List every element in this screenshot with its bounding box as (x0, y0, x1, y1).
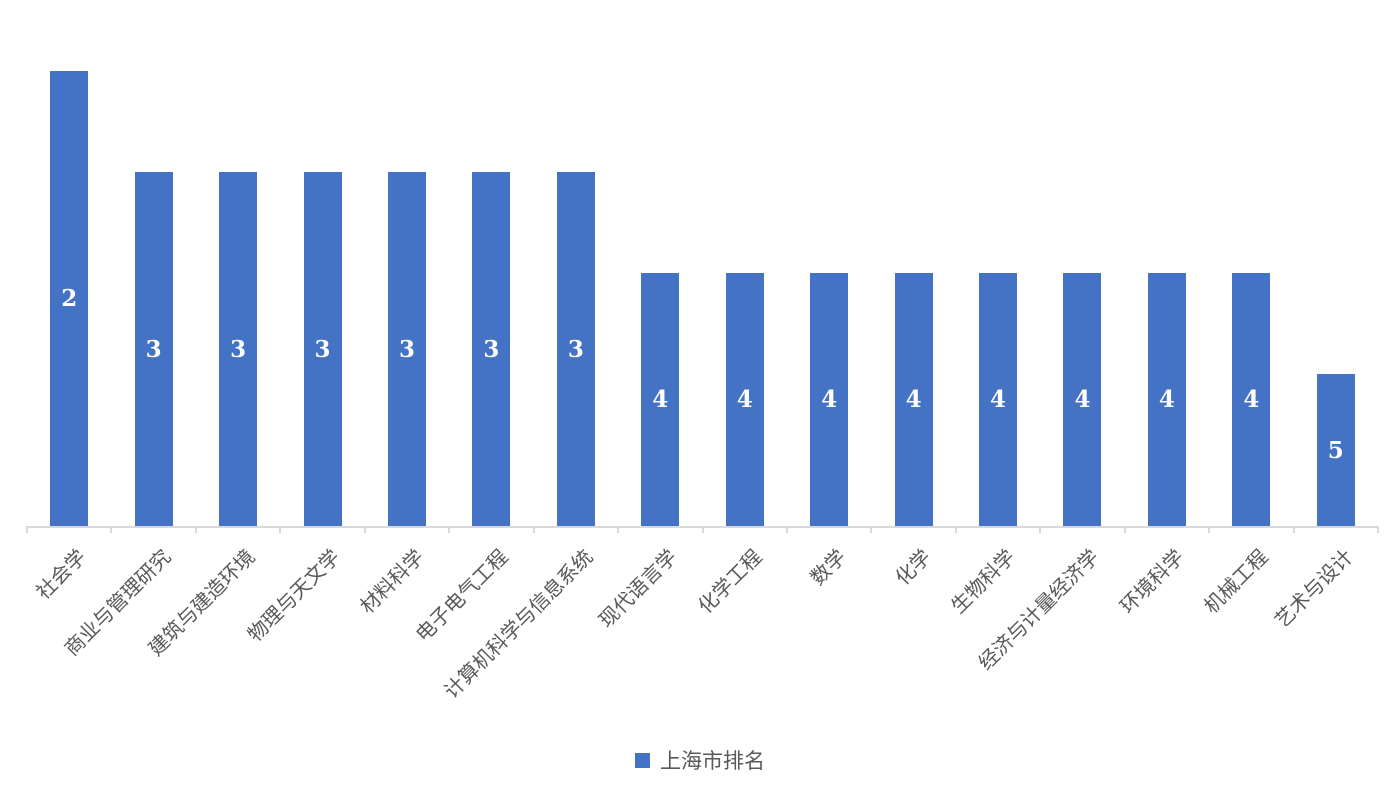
bar-value-label: 3 (567, 335, 584, 363)
category-label: 化学 (891, 546, 936, 590)
bar: 3 (387, 172, 426, 526)
axis-tick (194, 526, 197, 533)
bar: 3 (472, 172, 511, 526)
bar-value-label: 4 (905, 386, 922, 413)
axis-tick (1039, 526, 1042, 533)
bar-value-label: 4 (652, 386, 669, 413)
bar-value-label: 3 (398, 335, 415, 363)
category-label: 生物科学 (947, 546, 1020, 619)
bar: 3 (303, 172, 342, 526)
bar: 4 (1147, 273, 1186, 526)
axis-tick (448, 526, 451, 533)
bar: 4 (894, 273, 933, 526)
legend-label: 上海市排名 (660, 750, 765, 773)
legend-marker-icon (635, 752, 650, 768)
axis-tick (1123, 526, 1126, 533)
bar-value-label: 3 (314, 335, 331, 363)
bar: 5 (1316, 374, 1355, 526)
bar-value-label: 4 (990, 386, 1007, 413)
axis-tick (1292, 526, 1295, 533)
category-label: 环境科学 (1116, 546, 1189, 619)
category-label: 化学工程 (694, 546, 767, 619)
bar: 2 (50, 71, 89, 526)
axis-tick (26, 526, 28, 533)
category-label: 社会学 (32, 546, 91, 604)
axis-tick (1377, 526, 1379, 533)
bar: 4 (1063, 273, 1102, 526)
category-label: 艺术与设计 (1271, 546, 1358, 633)
axis-tick (617, 526, 620, 533)
bar-value-label: 5 (1327, 436, 1344, 464)
bar: 4 (810, 273, 849, 526)
axis-tick (363, 526, 366, 533)
axis-tick (701, 526, 704, 533)
bar: 4 (641, 273, 680, 526)
axis-tick (954, 526, 957, 533)
bar-value-label: 4 (736, 386, 753, 413)
bar-value-label: 4 (1074, 386, 1091, 413)
bar-value-label: 4 (1243, 386, 1260, 413)
axis-tick (870, 526, 873, 533)
bar: 3 (556, 172, 595, 526)
axis-tick (110, 526, 113, 533)
bar-value-label: 2 (61, 285, 78, 312)
axis-tick (532, 526, 535, 533)
category-label: 材料科学 (356, 546, 429, 619)
axis-tick (279, 526, 282, 533)
bar: 4 (725, 273, 764, 526)
bar: 4 (1232, 273, 1271, 526)
category-label: 计算机科学与信息系统 (440, 546, 598, 703)
legend: 上海市排名 (0, 744, 1400, 776)
bar-value-label: 3 (230, 335, 247, 363)
bar: 3 (219, 172, 258, 526)
bar-value-label: 4 (1158, 386, 1175, 413)
axis-tick (1208, 526, 1211, 533)
bar-value-label: 4 (821, 386, 838, 413)
axis-tick (785, 526, 788, 533)
category-label: 数学 (806, 546, 851, 590)
category-label: 现代语言学 (595, 546, 682, 633)
category-label: 机械工程 (1200, 546, 1273, 619)
bar-value-label: 3 (483, 335, 500, 363)
bar-value-label: 3 (145, 335, 162, 363)
bar: 3 (134, 172, 173, 526)
bar: 4 (979, 273, 1018, 526)
